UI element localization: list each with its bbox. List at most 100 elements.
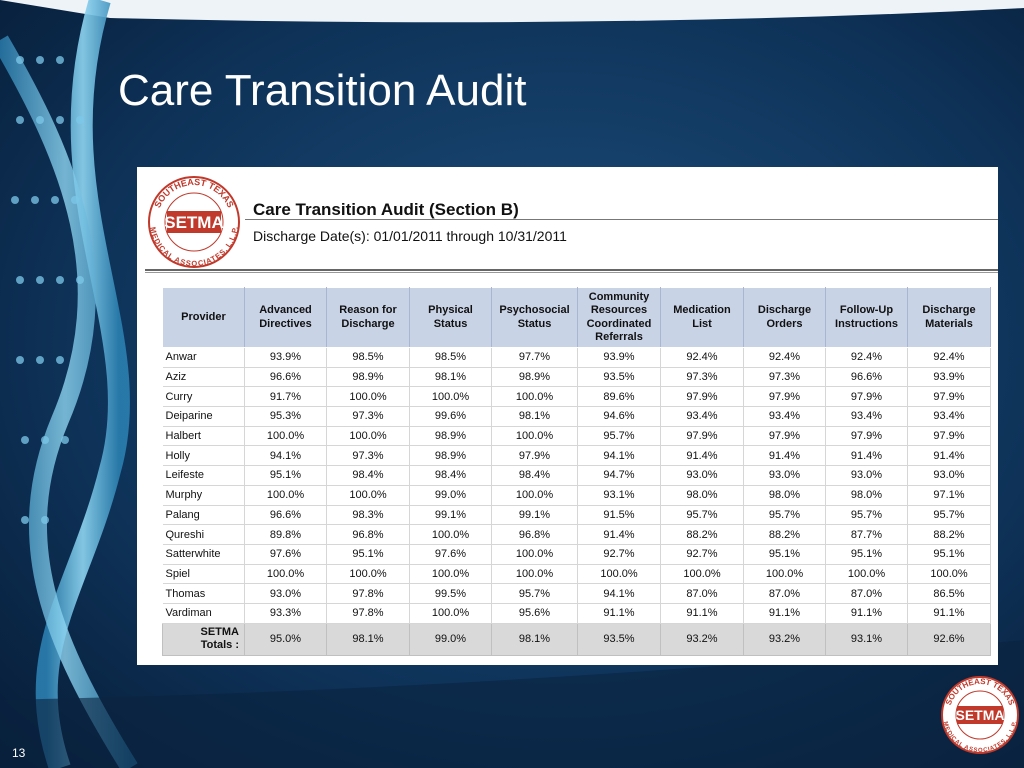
total-cell: 92.6% (907, 622, 991, 656)
table-row: Thomas 93.0% 97.8% 99.5% 95.7% 94.1% 87.0% 87.0… (162, 583, 991, 604)
percent-cell: 87.0% (825, 583, 908, 604)
percent-cell: 98.4% (409, 465, 492, 486)
percent-cell: 91.1% (907, 603, 991, 624)
percent-cell: 98.4% (326, 465, 410, 486)
column-header: Advanced Directives (244, 287, 327, 348)
percent-cell: 92.4% (743, 347, 826, 368)
percent-cell: 98.9% (491, 367, 578, 388)
percent-cell: 96.6% (825, 367, 908, 388)
logo-center: SETMA (164, 213, 224, 232)
percent-cell: 87.7% (825, 524, 908, 545)
percent-cell: 98.5% (326, 347, 410, 368)
percent-cell: 91.4% (825, 445, 908, 467)
percent-cell: 91.1% (743, 603, 826, 624)
provider-name: Palang (162, 505, 245, 526)
percent-cell: 91.1% (577, 603, 661, 624)
table-row: Murphy 100.0% 100.0% 99.0% 100.0% 93.1% 98.0% 9… (162, 485, 991, 506)
percent-cell: 99.1% (491, 505, 578, 526)
percent-cell: 93.4% (660, 406, 744, 427)
percent-cell: 94.1% (577, 445, 661, 467)
totals-label-line: SETMA (200, 626, 240, 639)
percent-cell: 97.3% (326, 445, 410, 467)
percent-cell: 95.1% (326, 544, 410, 565)
percent-cell: 93.5% (577, 367, 661, 388)
audit-table: Provider Advanced Directives Reason for Di… (162, 287, 991, 656)
logo-center: SETMA (956, 707, 1005, 723)
total-cell: 93.2% (743, 622, 826, 656)
percent-cell: 93.0% (660, 465, 744, 486)
percent-cell: 95.7% (577, 426, 661, 447)
total-cell: 93.1% (825, 622, 908, 656)
percent-cell: 95.7% (825, 505, 908, 526)
total-cell: 98.1% (326, 622, 410, 656)
provider-name: Vardiman (162, 603, 245, 624)
percent-cell: 96.8% (326, 524, 410, 545)
table-row: Leifeste 95.1% 98.4% 98.4% 98.4% 94.7% 93.0% 93… (162, 465, 991, 486)
provider-name: Qureshi (162, 524, 245, 545)
divider (245, 219, 998, 220)
provider-name: Halbert (162, 426, 245, 447)
percent-cell: 100.0% (409, 603, 492, 624)
provider-name: Leifeste (162, 465, 245, 486)
provider-name: Deiparine (162, 406, 245, 427)
table-row: Holly 94.1% 97.3% 98.9% 97.9% 94.1% 91.4% 91.4%… (162, 445, 991, 467)
table-row: Curry 91.7% 100.0% 100.0% 100.0% 89.6% 97.9% 97… (162, 386, 991, 408)
table-row: Aziz 96.6% 98.9% 98.1% 98.9% 93.5% 97.3% 97.3% 9… (162, 367, 991, 388)
percent-cell: 88.2% (907, 524, 991, 545)
percent-cell: 91.4% (743, 445, 826, 467)
slide-number: 13 (12, 746, 26, 760)
totals-label: SETMA Totals : (162, 622, 245, 656)
percent-cell: 94.1% (244, 445, 327, 467)
percent-cell: 93.0% (907, 465, 991, 486)
percent-cell: 93.9% (577, 347, 661, 368)
percent-cell: 93.0% (244, 583, 327, 604)
provider-name: Satterwhite (162, 544, 245, 565)
table-row: Vardiman 93.3% 97.8% 100.0% 95.6% 91.1% 91.1% 9… (162, 603, 991, 624)
provider-name: Spiel (162, 564, 245, 585)
percent-cell: 97.3% (326, 406, 410, 427)
percent-cell: 100.0% (907, 564, 991, 585)
percent-cell: 98.9% (326, 367, 410, 388)
percent-cell: 93.4% (743, 406, 826, 427)
provider-name: Murphy (162, 485, 245, 506)
table-row: Halbert 100.0% 100.0% 98.9% 100.0% 95.7% 97.9%… (162, 426, 991, 447)
percent-cell: 98.1% (491, 406, 578, 427)
percent-cell: 97.6% (244, 544, 327, 565)
percent-cell: 97.9% (743, 426, 826, 447)
percent-cell: 98.3% (326, 505, 410, 526)
percent-cell: 93.3% (244, 603, 327, 624)
percent-cell: 100.0% (409, 524, 492, 545)
percent-cell: 99.0% (409, 485, 492, 506)
percent-cell: 97.3% (743, 367, 826, 388)
total-cell: 99.0% (409, 622, 492, 656)
percent-cell: 96.6% (244, 367, 327, 388)
percent-cell: 95.1% (743, 544, 826, 565)
percent-cell: 97.9% (660, 426, 744, 447)
percent-cell: 97.3% (660, 367, 744, 388)
percent-cell: 98.5% (409, 347, 492, 368)
column-header: Psychosocial Status (491, 287, 578, 348)
percent-cell: 100.0% (326, 386, 410, 408)
percent-cell: 95.7% (660, 505, 744, 526)
provider-name: Anwar (162, 347, 245, 368)
percent-cell: 94.1% (577, 583, 661, 604)
percent-cell: 97.9% (907, 426, 991, 447)
percent-cell: 95.1% (825, 544, 908, 565)
percent-cell: 93.0% (825, 465, 908, 486)
percent-cell: 95.7% (907, 505, 991, 526)
logo: SOUTHEAST TEXAS MEDICAL ASSOCIATES, L.L.… (148, 176, 240, 268)
column-header: Medication List (660, 287, 744, 348)
percent-cell: 93.1% (577, 485, 661, 506)
percent-cell: 86.5% (907, 583, 991, 604)
percent-cell: 87.0% (660, 583, 744, 604)
table-row: Qureshi 89.8% 96.8% 100.0% 96.8% 91.4% 88.2% 88… (162, 524, 991, 545)
percent-cell: 100.0% (825, 564, 908, 585)
percent-cell: 100.0% (491, 544, 578, 565)
provider-name: Holly (162, 445, 245, 467)
column-header: Community Resources Coordinated Referral… (577, 287, 661, 348)
percent-cell: 97.9% (743, 386, 826, 408)
percent-cell: 93.0% (743, 465, 826, 486)
percent-cell: 91.1% (825, 603, 908, 624)
total-cell: 95.0% (244, 622, 327, 656)
